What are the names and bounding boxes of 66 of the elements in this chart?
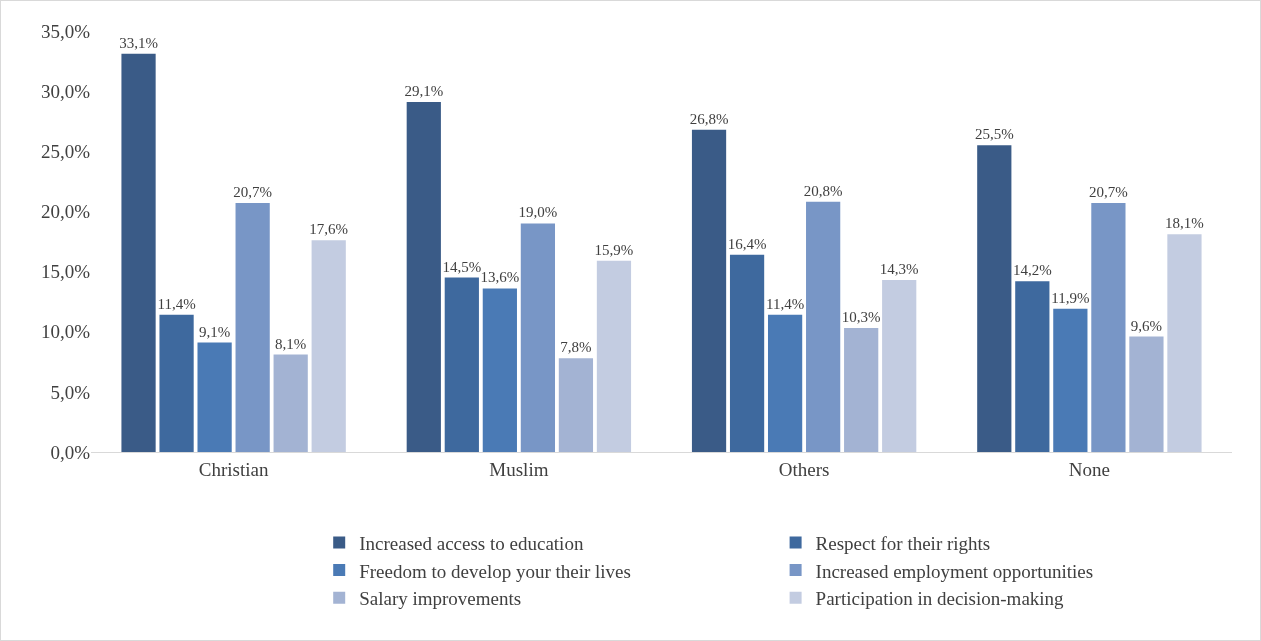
- bar: [882, 279, 917, 452]
- bar: [406, 101, 441, 452]
- x-tick-label: Others: [778, 458, 830, 480]
- data-label: 25,5%: [974, 126, 1014, 143]
- data-label: 29,1%: [404, 82, 444, 99]
- data-label: 14,3%: [879, 260, 919, 277]
- bar: [691, 129, 727, 452]
- data-label: 11,4%: [766, 295, 805, 312]
- data-label: 19,0%: [518, 204, 558, 221]
- legend-label: Respect for their rights: [815, 532, 991, 554]
- x-tick-label: Christian: [198, 458, 269, 480]
- data-label: 15,9%: [594, 241, 634, 258]
- data-label: 14,2%: [1012, 262, 1052, 279]
- data-label: 11,9%: [1051, 289, 1090, 306]
- legend-label: Increased employment opportunities: [815, 560, 1094, 582]
- data-label: 9,6%: [1130, 317, 1163, 334]
- data-label: 16,4%: [727, 235, 767, 252]
- bar: [235, 203, 270, 452]
- bar: [159, 314, 194, 452]
- y-tick-label: 20,0%: [40, 201, 91, 223]
- bar: [1015, 281, 1050, 452]
- y-tick-label: 15,0%: [40, 261, 91, 283]
- data-label: 20,7%: [1089, 184, 1128, 201]
- y-tick-label: 25,0%: [40, 140, 91, 162]
- legend-label: Participation in decision-making: [815, 588, 1065, 610]
- bar: [1091, 203, 1126, 452]
- legend-label: Increased access to education: [359, 532, 584, 554]
- bar: [729, 254, 765, 452]
- y-tick-label: 10,0%: [40, 321, 91, 343]
- y-tick-label: 35,0%: [40, 20, 91, 42]
- bar: [844, 328, 879, 452]
- bar: [444, 277, 479, 452]
- data-label: 9,1%: [198, 323, 231, 340]
- bar: [482, 288, 517, 452]
- bar: [767, 314, 803, 452]
- bar: [311, 240, 346, 452]
- data-label: 18,1%: [1165, 215, 1204, 232]
- bar: [1053, 308, 1088, 452]
- legend-label: Salary improvements: [359, 588, 522, 610]
- bar: [977, 145, 1012, 452]
- data-label: 8,1%: [275, 335, 307, 352]
- data-label: 11,4%: [157, 295, 196, 312]
- bar: [197, 342, 232, 452]
- y-tick-label: 30,0%: [40, 80, 91, 102]
- x-tick-label: Muslim: [489, 458, 549, 480]
- data-label: 10,3%: [841, 309, 881, 326]
- data-label: 17,6%: [309, 221, 349, 238]
- data-label: 7,8%: [560, 339, 592, 356]
- y-tick-label: 0,0%: [50, 441, 91, 463]
- y-tick-label: 5,0%: [50, 381, 91, 403]
- data-label: 33,1%: [119, 34, 158, 51]
- legend-label: Freedom to develop your their lives: [359, 560, 631, 582]
- bar: [121, 53, 156, 452]
- bar: [520, 223, 556, 452]
- bar: [596, 260, 632, 452]
- data-label: 26,8%: [689, 110, 729, 127]
- bar: [273, 354, 308, 452]
- data-label: 13,6%: [480, 269, 520, 286]
- data-label: 20,8%: [803, 182, 843, 199]
- data-label: 14,5%: [442, 258, 482, 275]
- x-tick-label: None: [1068, 458, 1110, 480]
- data-label: 20,7%: [233, 184, 273, 201]
- bar: [1129, 336, 1164, 452]
- bar: [806, 201, 841, 452]
- bar: [558, 358, 594, 452]
- bar: [1167, 234, 1202, 452]
